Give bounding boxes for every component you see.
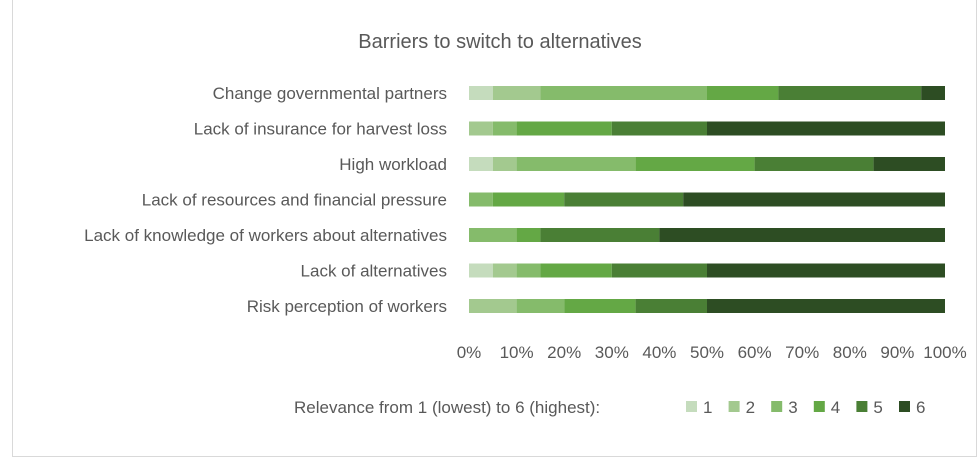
- bar-segment-relevance-5: [635, 299, 707, 313]
- bar-segment-relevance-1: [469, 157, 493, 171]
- legend: Relevance from 1 (lowest) to 6 (highest)…: [294, 398, 925, 417]
- bar-segment-relevance-4: [707, 86, 779, 100]
- bar-segment-relevance-6: [707, 121, 945, 136]
- bar-segment-relevance-5: [611, 263, 707, 278]
- bar-segment-relevance-5: [754, 157, 874, 171]
- legend-label: 2: [746, 398, 755, 417]
- x-tick-label: 10%: [500, 343, 534, 362]
- category-label: Change governmental partners: [213, 84, 447, 103]
- x-axis-ticks: 0% 10% 20% 30% 40% 50% 60% 70% 80% 90% 100%: [457, 343, 967, 362]
- bar-segment-relevance-3: [469, 228, 517, 242]
- bar-segment-relevance-4: [516, 121, 612, 136]
- x-tick-label: 60%: [738, 343, 772, 362]
- bar-segment-relevance-1: [469, 86, 493, 100]
- bar-segment-relevance-6: [707, 263, 945, 278]
- legend-swatch: [728, 401, 740, 412]
- x-tick-label: 100%: [923, 343, 966, 362]
- legend-title: Relevance from 1 (lowest) to 6 (highest)…: [294, 398, 600, 417]
- bar-segment-relevance-6: [921, 86, 945, 100]
- bar-segment-relevance-6: [659, 228, 945, 242]
- category-label: Risk perception of workers: [247, 297, 447, 316]
- bar-segment-relevance-4: [516, 228, 541, 242]
- chart-frame: [12, 0, 977, 457]
- bar-segment-relevance-4: [492, 192, 565, 207]
- bar-segment-relevance-4: [564, 299, 636, 313]
- legend-swatch: [899, 401, 910, 412]
- bar-segment-relevance-5: [611, 121, 707, 136]
- bar-segment-relevance-6: [873, 157, 945, 171]
- bar-segment-relevance-3: [540, 86, 707, 100]
- x-tick-label: 90%: [880, 343, 914, 362]
- bar-segment-relevance-6: [707, 299, 945, 313]
- legend-label: 4: [831, 398, 840, 417]
- x-tick-label: 0%: [457, 343, 482, 362]
- bar-segment-relevance-2: [492, 86, 541, 100]
- legend-swatch: [771, 401, 783, 412]
- chart-title: Barriers to switch to alternatives: [358, 31, 641, 53]
- bar-segment-relevance-5: [540, 228, 660, 242]
- legend-swatch: [856, 401, 868, 412]
- x-tick-label: 50%: [690, 343, 724, 362]
- bar-segment-relevance-4: [540, 263, 612, 278]
- bar-segment-relevance-5: [778, 86, 922, 100]
- category-label: Lack of alternatives: [301, 262, 447, 281]
- x-tick-label: 30%: [595, 343, 629, 362]
- bar-segment-relevance-3: [516, 157, 636, 171]
- legend-label: 3: [788, 398, 797, 417]
- x-tick-label: 70%: [785, 343, 819, 362]
- bar-segment-relevance-2: [469, 299, 517, 313]
- x-tick-label: 80%: [833, 343, 867, 362]
- legend-swatch: [686, 401, 697, 412]
- legend-label: 1: [703, 398, 712, 417]
- bar-segment-relevance-4: [635, 157, 755, 171]
- bar-segment-relevance-2: [492, 157, 517, 171]
- bar-segment-relevance-3: [469, 192, 493, 207]
- bar-segment-relevance-1: [469, 263, 493, 278]
- category-label: Lack of resources and financial pressure: [142, 191, 447, 210]
- x-tick-label: 40%: [642, 343, 676, 362]
- x-tick-label: 20%: [547, 343, 581, 362]
- category-label: Lack of insurance for harvest loss: [194, 120, 447, 139]
- category-label: High workload: [339, 155, 447, 174]
- category-labels: Change governmental partners Lack of insu…: [84, 84, 447, 316]
- bar-segment-relevance-5: [564, 192, 684, 207]
- bar-segment-relevance-6: [683, 192, 945, 207]
- bar-segment-relevance-2: [469, 121, 493, 136]
- bar-segment-relevance-2: [492, 263, 517, 278]
- bar-segment-relevance-3: [492, 121, 517, 136]
- category-label: Lack of knowledge of workers about alter…: [84, 226, 447, 245]
- legend-label: 5: [873, 398, 882, 417]
- bar-segment-relevance-3: [516, 299, 565, 313]
- bar-segment-relevance-3: [516, 263, 541, 278]
- bars-group: [469, 86, 945, 313]
- legend-label: 6: [916, 398, 925, 417]
- legend-swatch: [813, 401, 825, 412]
